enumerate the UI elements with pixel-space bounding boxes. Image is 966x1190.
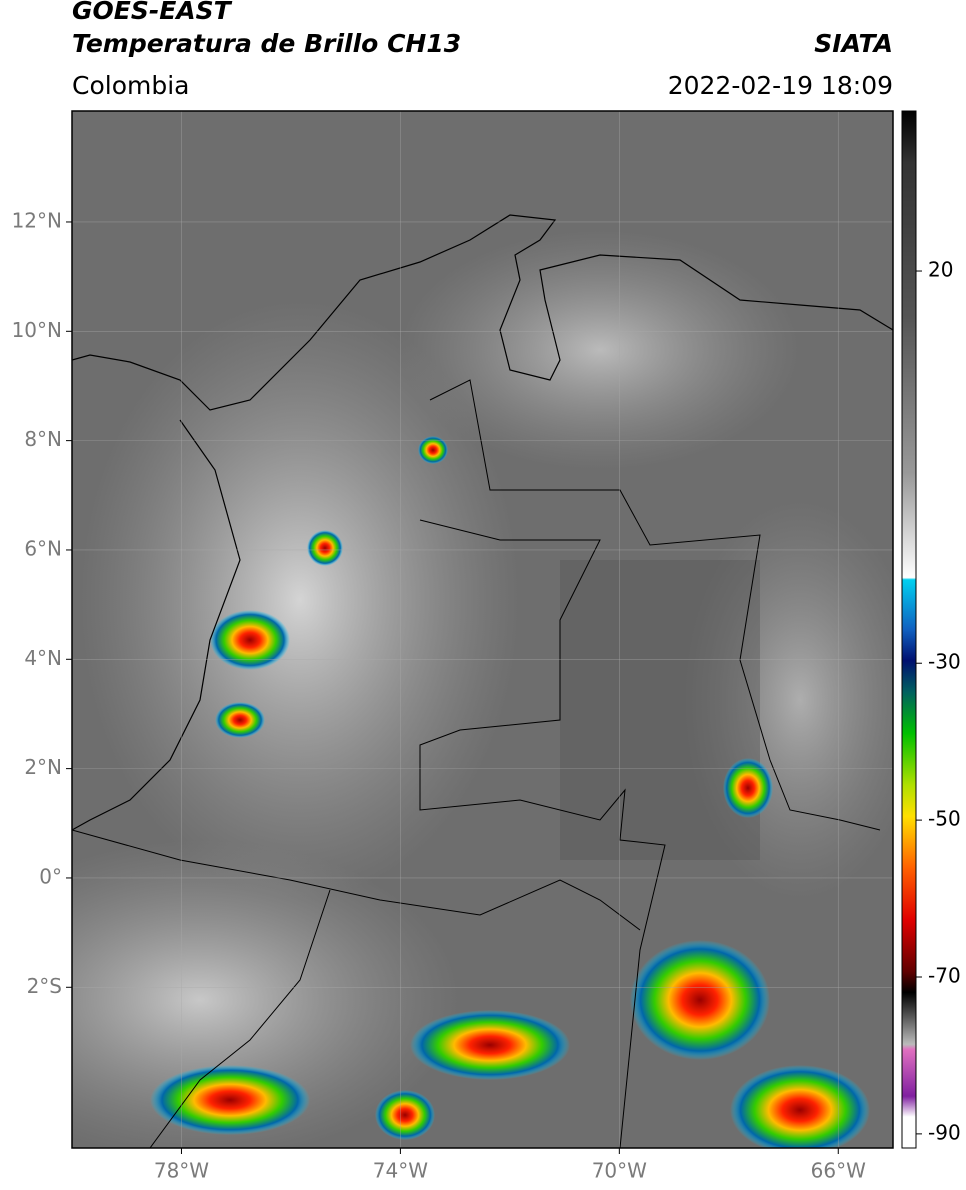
y-tick-label: 2°N — [24, 755, 62, 779]
colorbar-label: -70 — [928, 963, 961, 987]
x-tick-label: 78°W — [154, 1159, 209, 1183]
satellite-image — [72, 111, 893, 1148]
colorbar-label: -50 — [928, 807, 961, 831]
title: GOES-EAST — [72, 0, 233, 25]
x-tick-label: 74°W — [373, 1159, 428, 1183]
region: Colombia — [72, 71, 189, 100]
y-tick-label: 6°N — [24, 536, 62, 560]
x-tick-label: 70°W — [592, 1159, 647, 1183]
x-tick-label: 66°W — [811, 1159, 866, 1183]
y-tick-label: 8°N — [24, 427, 62, 451]
source: SIATA — [814, 29, 893, 58]
colorbar — [901, 110, 917, 1149]
y-tick-label: 0° — [39, 864, 62, 888]
colorbar-label: 20 — [928, 258, 953, 282]
y-tick-label: 10°N — [12, 318, 62, 342]
datetime: 2022-02-19 18:09 — [668, 71, 893, 100]
colorbar-label: -30 — [928, 650, 961, 674]
y-tick-label: 4°N — [24, 646, 62, 670]
subtitle: Temperatura de Brillo CH13 — [72, 29, 461, 58]
colorbar-label: -90 — [928, 1120, 961, 1144]
map-frame — [71, 110, 894, 1149]
y-tick-label: 2°S — [27, 974, 62, 998]
y-tick-label: 12°N — [12, 208, 62, 232]
